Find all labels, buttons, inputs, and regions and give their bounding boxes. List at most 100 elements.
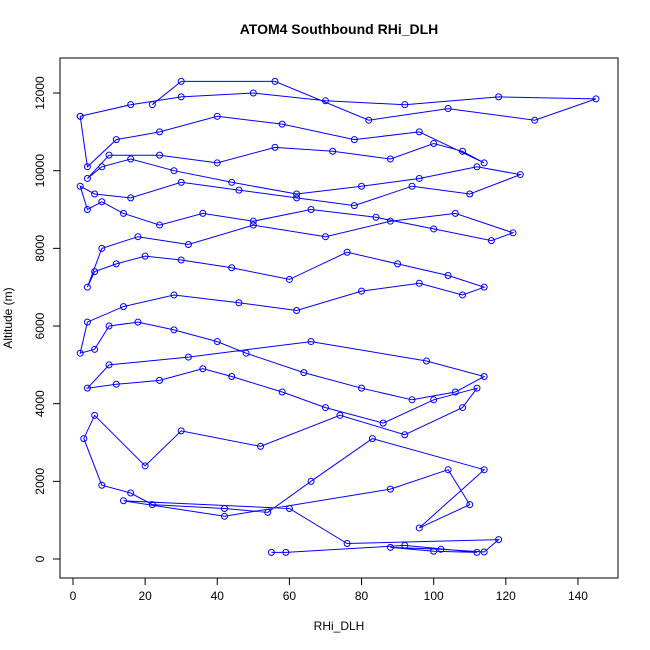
data-point xyxy=(76,182,84,190)
data-point xyxy=(285,275,293,283)
data-point xyxy=(249,221,257,229)
data-point xyxy=(592,95,600,103)
data-point xyxy=(343,248,351,256)
data-point xyxy=(401,431,409,439)
data-point xyxy=(156,128,164,136)
data-point xyxy=(98,481,106,489)
data-point xyxy=(76,349,84,357)
data-point xyxy=(98,244,106,252)
data-point xyxy=(430,547,438,555)
data-point xyxy=(293,194,301,202)
x-tick-label: 20 xyxy=(138,589,152,603)
data-point xyxy=(148,501,156,509)
data-point xyxy=(473,163,481,171)
y-tick-label: 0 xyxy=(33,555,47,562)
data-point xyxy=(220,512,228,520)
data-point xyxy=(358,384,366,392)
data-point xyxy=(148,101,156,109)
y-tick-label: 12000 xyxy=(33,76,47,110)
data-point xyxy=(495,536,503,544)
data-point xyxy=(170,326,178,334)
data-point xyxy=(177,93,185,101)
data-point xyxy=(343,539,351,547)
data-point xyxy=(278,388,286,396)
data-point xyxy=(415,174,423,182)
x-tick-label: 40 xyxy=(211,589,225,603)
data-point xyxy=(480,283,488,291)
data-point xyxy=(98,163,106,171)
data-point xyxy=(350,136,358,144)
data-point xyxy=(444,466,452,474)
data-point xyxy=(249,217,257,225)
data-point xyxy=(293,306,301,314)
data-point xyxy=(480,466,488,474)
data-point xyxy=(473,384,481,392)
data-point xyxy=(177,77,185,85)
data-point xyxy=(112,260,120,268)
data-point xyxy=(293,190,301,198)
data-point xyxy=(271,143,279,151)
data-point xyxy=(134,233,142,241)
data-point xyxy=(112,136,120,144)
data-point xyxy=(228,373,236,381)
data-point xyxy=(83,384,91,392)
data-point xyxy=(531,116,539,124)
data-point xyxy=(487,237,495,245)
data-point xyxy=(184,240,192,248)
data-point xyxy=(199,209,207,217)
x-axis-label: RHi_DLH xyxy=(314,619,365,633)
data-point xyxy=(459,291,467,299)
data-point xyxy=(350,202,358,210)
data-point xyxy=(408,396,416,404)
y-axis-label: Altitude (m) xyxy=(1,287,15,348)
data-point xyxy=(466,501,474,509)
data-point xyxy=(415,279,423,287)
data-point xyxy=(242,349,250,357)
data-point xyxy=(386,485,394,493)
data-point xyxy=(235,186,243,194)
data-point xyxy=(83,163,91,171)
data-point xyxy=(386,543,394,551)
data-point xyxy=(285,505,293,513)
data-point xyxy=(91,411,99,419)
data-point xyxy=(473,548,481,556)
x-tick-label: 120 xyxy=(496,589,516,603)
data-point xyxy=(430,225,438,233)
data-point xyxy=(170,291,178,299)
data-point xyxy=(156,376,164,384)
data-point xyxy=(119,209,127,217)
data-point xyxy=(91,345,99,353)
y-tick-label: 2000 xyxy=(33,468,47,495)
data-point xyxy=(401,101,409,109)
data-point xyxy=(282,548,290,556)
data-point xyxy=(451,209,459,217)
y-tick-label: 6000 xyxy=(33,312,47,339)
data-point xyxy=(271,77,279,85)
data-point xyxy=(141,462,149,470)
data-point xyxy=(437,545,445,553)
data-point xyxy=(228,264,236,272)
data-point xyxy=(105,151,113,159)
data-point xyxy=(213,159,221,167)
data-point xyxy=(127,489,135,497)
data-point xyxy=(156,151,164,159)
data-point xyxy=(321,233,329,241)
data-point xyxy=(372,213,380,221)
data-point xyxy=(184,353,192,361)
data-point xyxy=(336,411,344,419)
data-point xyxy=(105,322,113,330)
data-point xyxy=(228,178,236,186)
data-point xyxy=(83,174,91,182)
data-point xyxy=(134,318,142,326)
chart-title: ATOM4 Southbound RHi_DLH xyxy=(240,21,439,37)
data-point xyxy=(76,112,84,120)
x-tick-label: 100 xyxy=(424,589,444,603)
data-point xyxy=(119,303,127,311)
data-point xyxy=(267,548,275,556)
data-point xyxy=(83,283,91,291)
data-point xyxy=(141,252,149,260)
data-point xyxy=(177,178,185,186)
data-point xyxy=(83,318,91,326)
